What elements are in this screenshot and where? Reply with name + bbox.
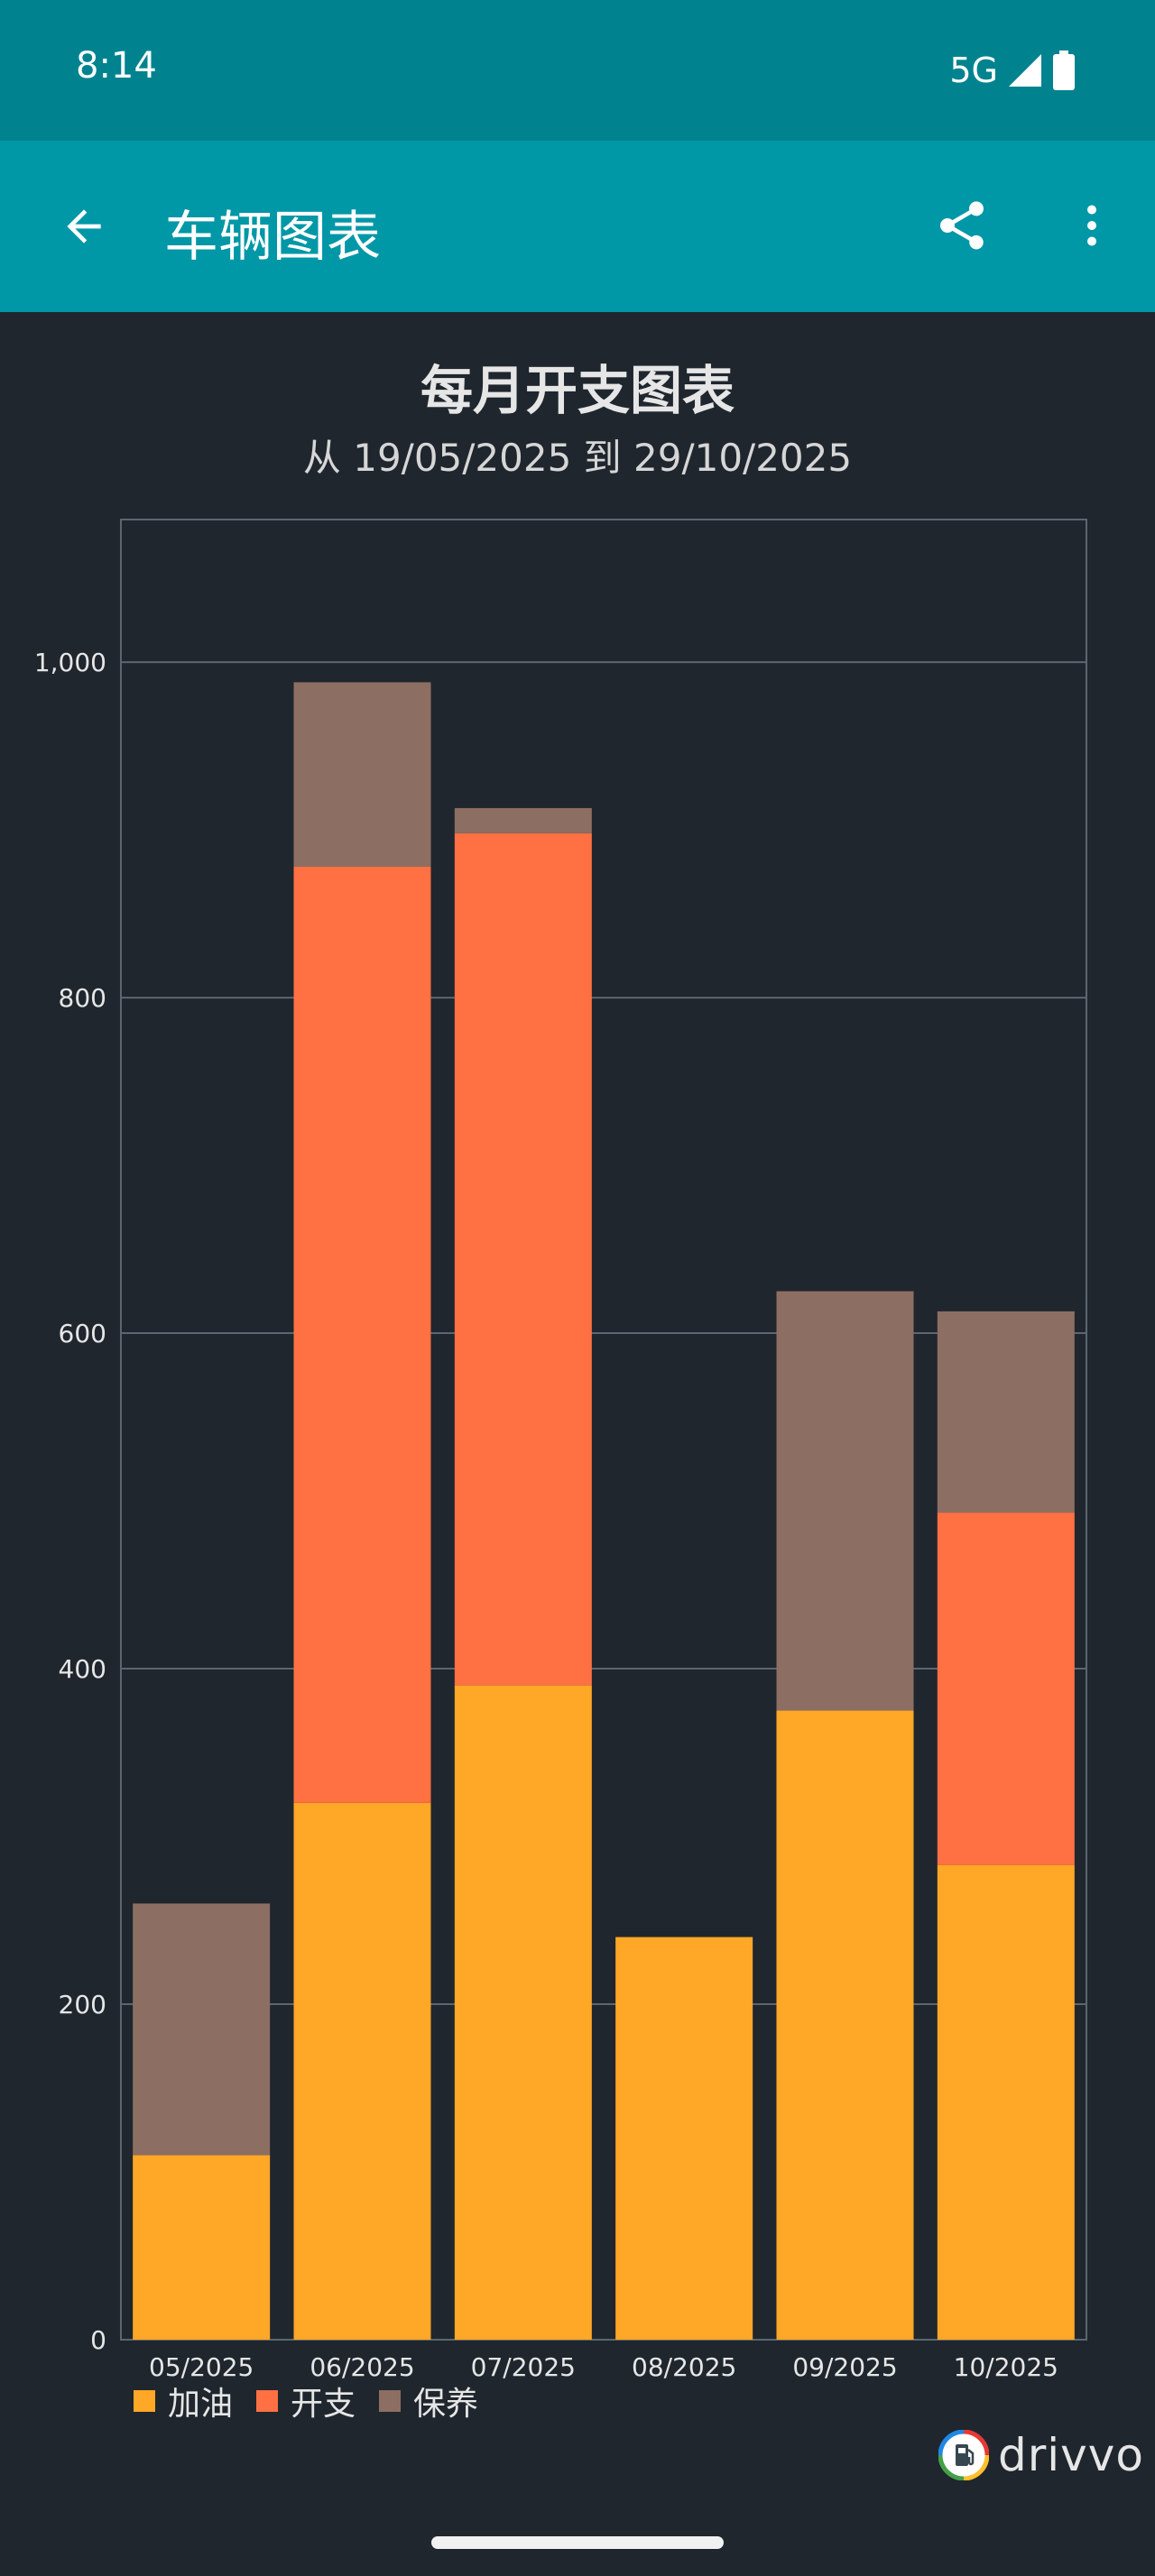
bar-segment [454,807,592,833]
status-time: 8:14 [76,45,157,87]
bar-segment [937,1513,1075,1865]
bar-segment [293,1802,431,2340]
legend-item: 保养 [379,2378,478,2424]
y-tick-label: 600 [59,1319,106,1348]
page-title: 车辆图表 [164,206,381,269]
brand-name: drivvo [998,2429,1144,2481]
arrow-back-icon [67,209,101,244]
plot-frame [120,519,1087,2341]
drivvo-logo-icon [938,2430,989,2480]
home-indicator[interactable] [431,2536,724,2549]
legend-swatch [379,2390,402,2412]
chart-title: 每月开支图表 [420,360,735,421]
legend-label: 开支 [291,2386,356,2423]
bar-segment [615,1937,753,2340]
bar-segment [776,1291,914,1711]
y-tick-label: 1,000 [34,648,106,677]
network-type: 5G [949,51,998,90]
x-tick-label: 10/2025 [954,2352,1058,2381]
y-tick-label: 0 [90,2325,106,2355]
share-icon [940,201,984,250]
app-bar: 车辆图表 [0,141,1155,312]
x-tick-label: 05/2025 [149,2352,254,2381]
legend-swatch [134,2390,155,2412]
chart-subtitle: 从 19/05/2025 到 29/10/2025 [302,436,853,480]
bar-segment [133,2155,271,2340]
legend-label: 加油 [168,2386,234,2423]
bar-segment [293,682,431,868]
x-tick-label: 07/2025 [471,2352,576,2381]
status-bar: 8:14 5G [0,0,1155,141]
bar-segment [454,833,592,1686]
bar-segment [937,1864,1075,2340]
more-vert-icon [1087,205,1096,246]
status-indicators: 5G [949,49,1076,92]
legend-label: 保养 [413,2386,479,2423]
battery-icon [1053,51,1075,90]
y-tick-label: 800 [59,983,106,1013]
bar-segment [937,1311,1075,1513]
x-tick-label: 08/2025 [632,2352,736,2381]
share-button[interactable] [917,180,1007,271]
signal-icon [1009,54,1041,87]
x-tick-label: 09/2025 [792,2352,897,2381]
back-button[interactable] [40,182,128,271]
bar-segment [293,867,431,1803]
brand-logo: drivvo [938,2428,1144,2482]
more-options-button[interactable] [1047,180,1137,271]
monthly-expense-chart: 0 200 400 600 800 1,000 05/2025 06/2025 07/2025 0… [34,519,1087,2381]
bar-segment [133,1903,271,2156]
chart-legend: 加油 开支 保养 [134,2378,502,2424]
bar-segment [454,1685,592,2340]
y-tick-label: 400 [59,1654,106,1684]
x-tick-label: 06/2025 [310,2352,414,2381]
legend-item: 加油 [134,2378,233,2424]
y-tick-label: 200 [59,1990,106,2019]
legend-item: 开支 [256,2378,356,2424]
legend-swatch [256,2390,279,2412]
bar-segment [776,1710,914,2340]
